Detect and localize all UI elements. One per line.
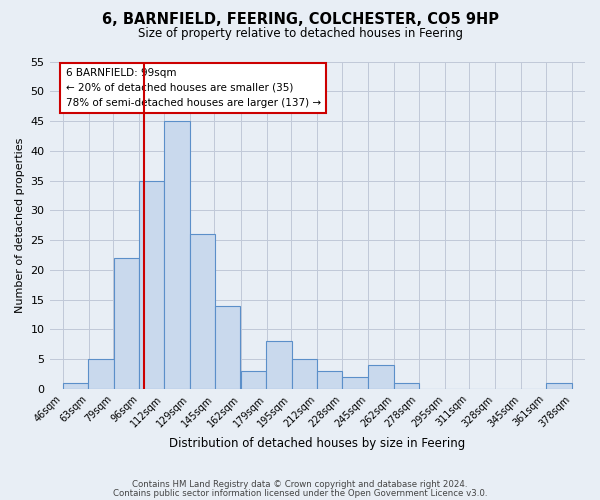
Text: Size of property relative to detached houses in Feering: Size of property relative to detached ho… [137,28,463,40]
X-axis label: Distribution of detached houses by size in Feering: Distribution of detached houses by size … [169,437,466,450]
Text: 6 BARNFIELD: 99sqm
← 20% of detached houses are smaller (35)
78% of semi-detache: 6 BARNFIELD: 99sqm ← 20% of detached hou… [65,68,321,108]
Bar [88,359,113,389]
Bar [190,234,215,389]
Bar [292,359,317,389]
Bar [546,383,572,389]
Bar [241,371,266,389]
Text: Contains public sector information licensed under the Open Government Licence v3: Contains public sector information licen… [113,489,487,498]
Bar [394,383,419,389]
Bar [139,180,164,389]
Bar [342,377,368,389]
Bar [368,365,394,389]
Y-axis label: Number of detached properties: Number of detached properties [15,138,25,313]
Text: Contains HM Land Registry data © Crown copyright and database right 2024.: Contains HM Land Registry data © Crown c… [132,480,468,489]
Bar [164,121,190,389]
Bar [266,342,292,389]
Bar [215,306,240,389]
Text: 6, BARNFIELD, FEERING, COLCHESTER, CO5 9HP: 6, BARNFIELD, FEERING, COLCHESTER, CO5 9… [101,12,499,28]
Bar [317,371,342,389]
Bar [113,258,139,389]
Bar [63,383,88,389]
